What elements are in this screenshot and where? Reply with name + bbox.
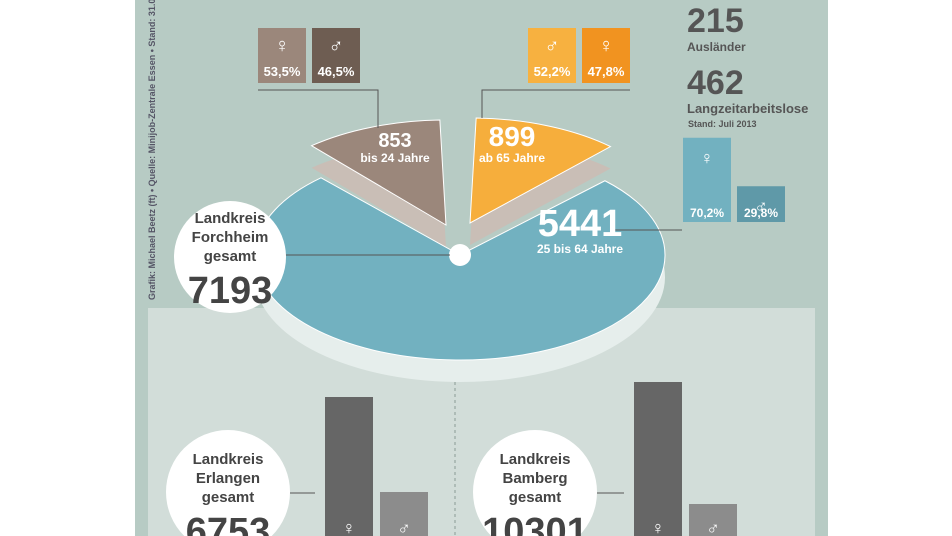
gender-symbol: ♀ bbox=[599, 35, 614, 57]
gender-box bbox=[258, 28, 306, 83]
leader bbox=[481, 89, 630, 118]
gender-symbol: ♂ bbox=[754, 196, 768, 216]
gender-bar bbox=[683, 137, 731, 222]
pie-slice bbox=[310, 119, 447, 226]
district-total: 10301 bbox=[482, 511, 588, 536]
district-label: Landkreis bbox=[195, 210, 266, 227]
district-label: Landkreis bbox=[500, 451, 571, 468]
district-label: gesamt bbox=[202, 489, 255, 506]
slice-value: 853 bbox=[378, 130, 411, 152]
bar bbox=[380, 492, 428, 536]
bar bbox=[634, 382, 682, 536]
district-circle bbox=[166, 430, 290, 536]
district-circle bbox=[174, 201, 286, 313]
stand: Stand: Juli 2013 bbox=[688, 119, 757, 129]
district-circle bbox=[473, 430, 597, 536]
gender-symbol: ♀ bbox=[700, 148, 714, 168]
stat-value: 215 bbox=[687, 2, 744, 40]
pie-slice bbox=[469, 117, 612, 224]
gender-share: 47,8% bbox=[588, 64, 625, 79]
gender-symbol: ♀ bbox=[342, 518, 356, 536]
gender-share: 52,2% bbox=[534, 64, 571, 79]
bar-label: 29,8% bbox=[744, 206, 778, 220]
district-label: gesamt bbox=[204, 248, 257, 265]
slice-label: ab 65 Jahre bbox=[479, 151, 545, 165]
slice-value: 899 bbox=[489, 121, 536, 152]
district-total: 6753 bbox=[186, 511, 271, 536]
center-dot bbox=[449, 244, 471, 266]
gender-symbol: ♂ bbox=[397, 518, 411, 536]
slice-value: 5441 bbox=[538, 203, 623, 245]
gender-symbol: ♀ bbox=[275, 35, 290, 57]
gender-box bbox=[582, 28, 630, 83]
district-label: Bamberg bbox=[502, 470, 567, 487]
gender-symbol: ♂ bbox=[545, 35, 560, 57]
gender-symbol: ♂ bbox=[329, 35, 344, 57]
stat-label: Ausländer bbox=[687, 40, 746, 54]
gender-share: 53,5% bbox=[264, 64, 301, 79]
gender-box bbox=[528, 28, 576, 83]
slice-label: bis 24 Jahre bbox=[360, 151, 430, 165]
stat-label: Langzeitarbeitslose bbox=[687, 101, 808, 116]
gender-symbol: ♀ bbox=[651, 518, 665, 536]
bar bbox=[689, 504, 737, 536]
gender-symbol: ♂ bbox=[706, 518, 720, 536]
leader bbox=[258, 89, 379, 128]
gender-box bbox=[312, 28, 360, 83]
bar-label: 70,2% bbox=[690, 206, 724, 220]
slice-label: 25 bis 64 Jahre bbox=[537, 242, 623, 256]
bar bbox=[325, 397, 373, 536]
gender-share: 46,5% bbox=[318, 64, 355, 79]
district-label: Erlangen bbox=[196, 470, 260, 487]
district-label: Forchheim bbox=[192, 229, 269, 246]
district-total: 7193 bbox=[188, 270, 273, 312]
stat-value: 462 bbox=[687, 64, 744, 102]
district-label: gesamt bbox=[509, 489, 562, 506]
district-label: Landkreis bbox=[193, 451, 264, 468]
gender-bar bbox=[737, 186, 785, 222]
credit: Grafik: Michael Beetz (ft) • Quelle: Min… bbox=[147, 0, 157, 300]
